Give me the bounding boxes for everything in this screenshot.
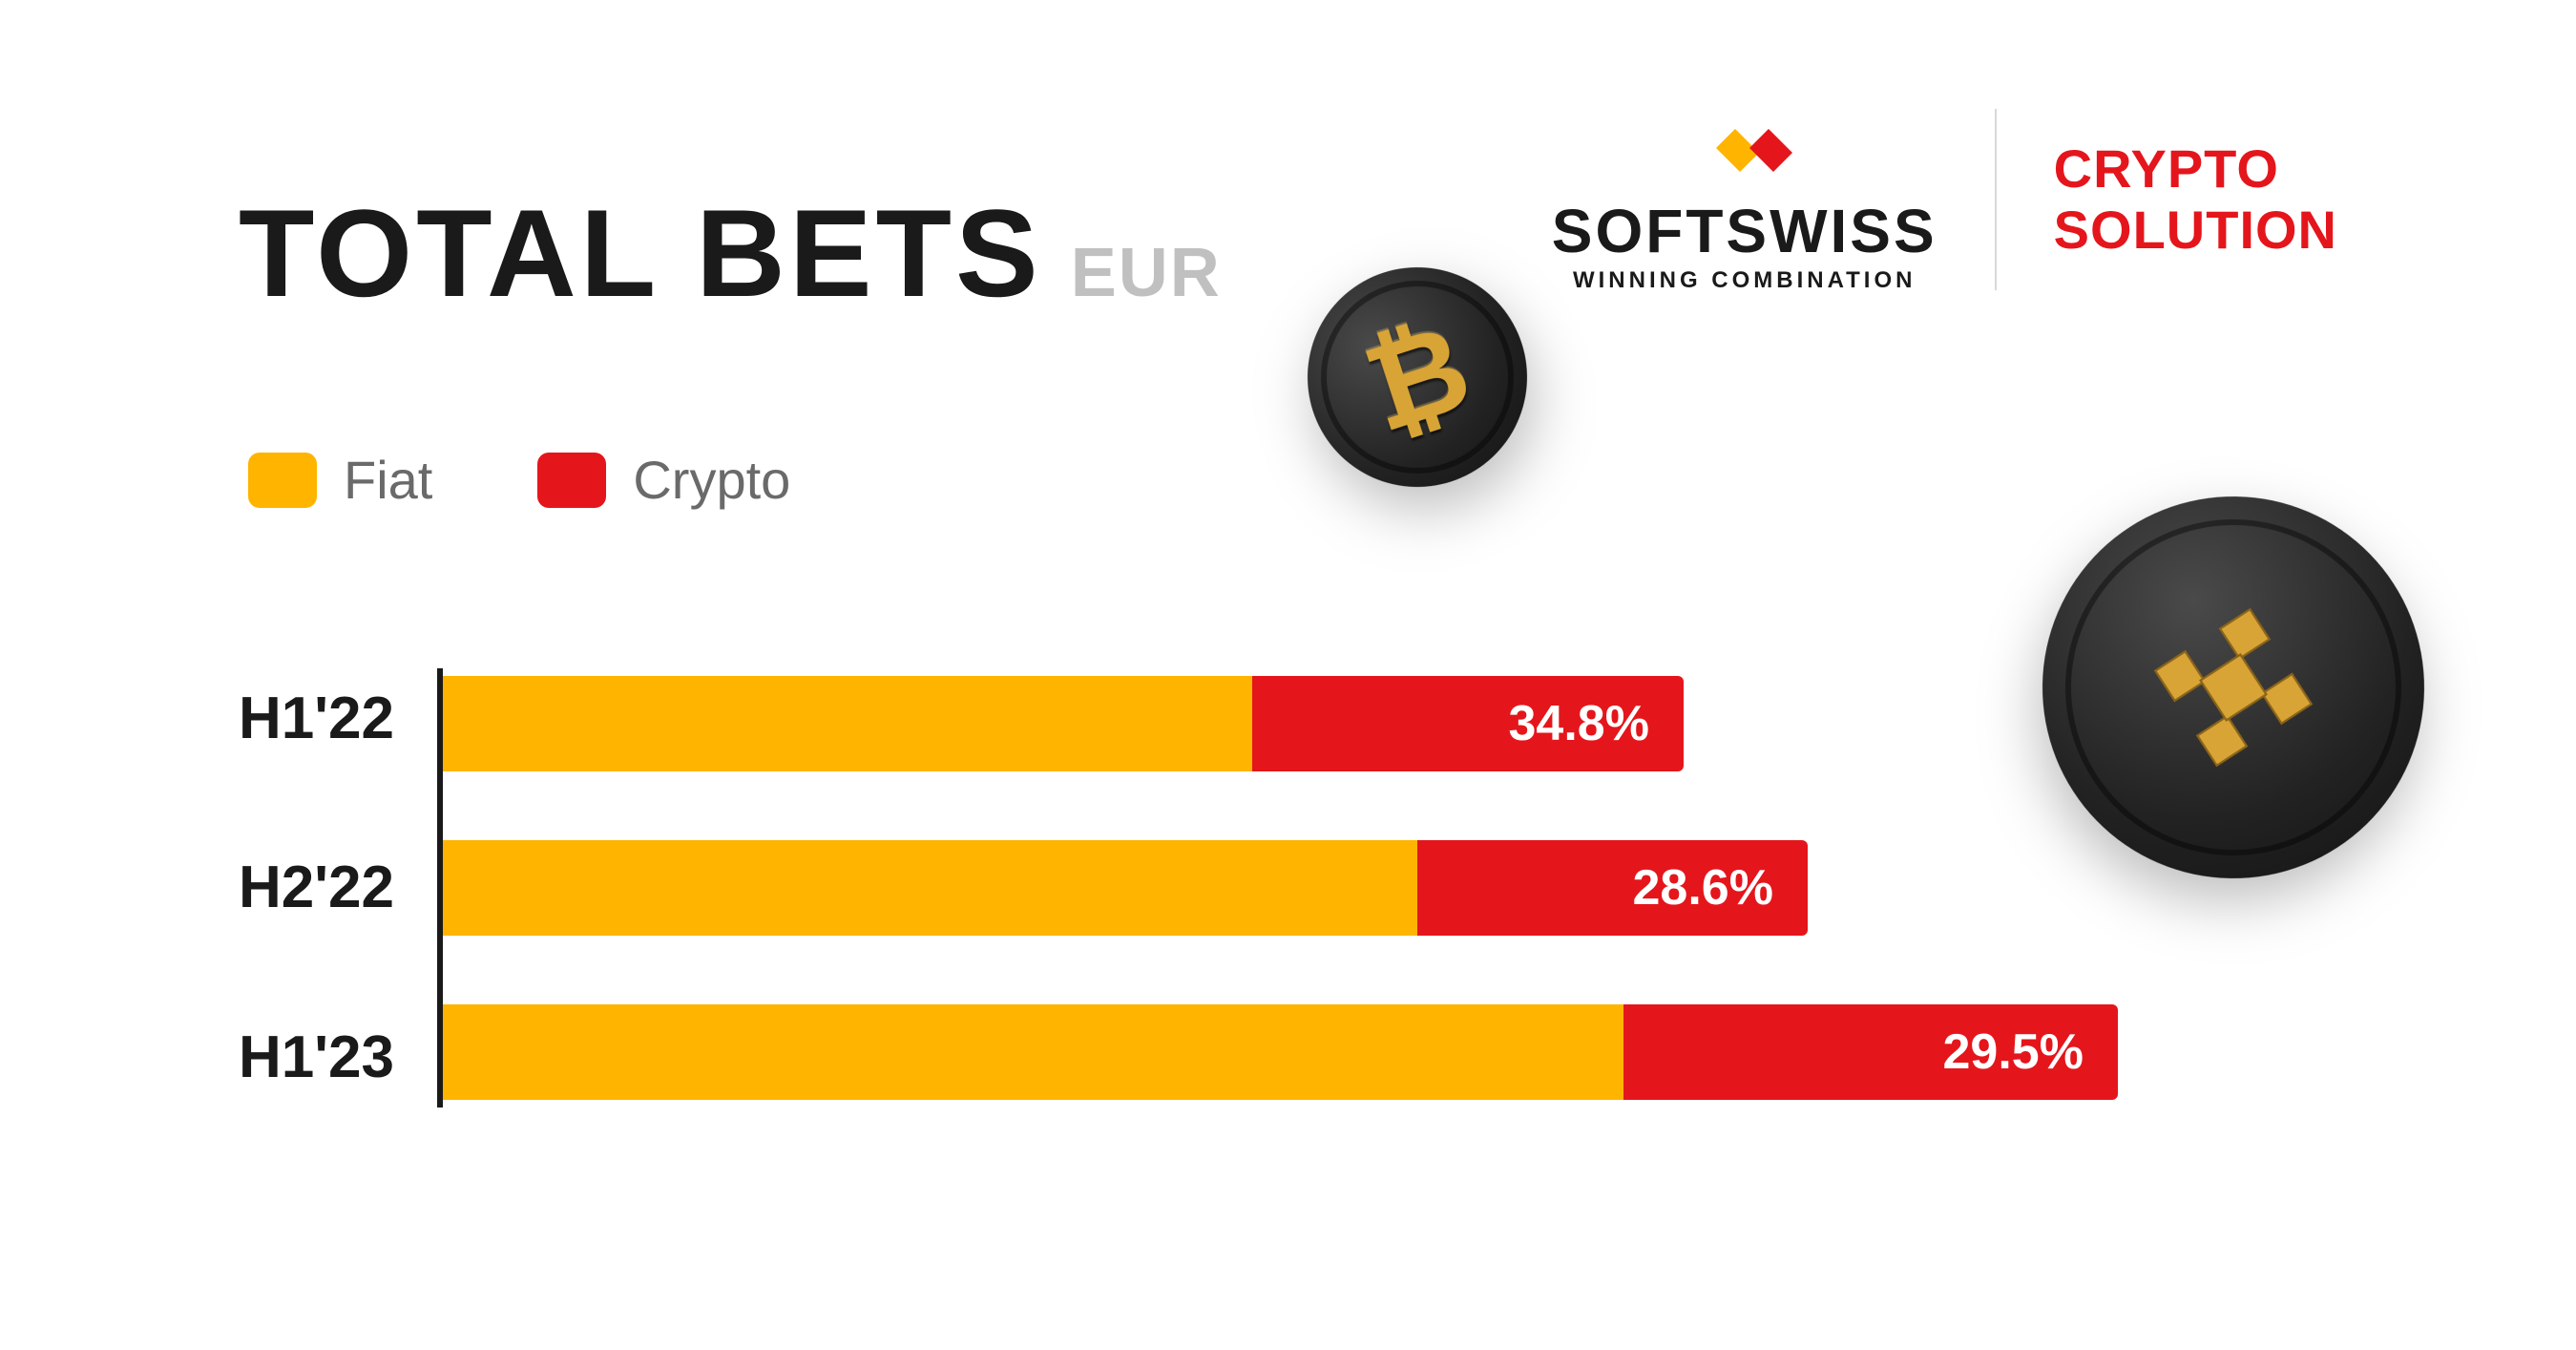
chart: H1'22 H2'22 H1'23 34.8% 28.6% 29.5% xyxy=(239,668,2118,1107)
chart-bar: 28.6% xyxy=(443,840,2118,936)
chart-row-label: H2'22 xyxy=(239,840,394,936)
bar-value-label: 34.8% xyxy=(1509,695,1649,752)
page-title: TOTAL BETS EUR xyxy=(239,181,1222,325)
chart-row-label: H1'22 xyxy=(239,671,394,767)
legend-swatch xyxy=(537,453,606,508)
chart-bar: 34.8% xyxy=(443,676,2118,771)
brand-right-line1: CRYPTO xyxy=(2054,138,2337,200)
bar-segment-fiat xyxy=(443,840,1417,936)
title-main: TOTAL BETS xyxy=(239,181,1042,325)
brand-divider xyxy=(1995,109,1997,290)
bar-segment-crypto: 34.8% xyxy=(1252,676,1684,771)
bnb-coin-icon xyxy=(2007,461,2460,914)
bar-value-label: 28.6% xyxy=(1633,859,1773,917)
brand-left: SOFTSWISS WINNING COMBINATION xyxy=(1552,105,1937,294)
chart-bars: 34.8% 28.6% 29.5% xyxy=(443,668,2118,1107)
chart-bar: 29.5% xyxy=(443,1004,2118,1100)
bar-value-label: 29.5% xyxy=(1943,1023,2084,1081)
brand-tagline: WINNING COMBINATION xyxy=(1552,267,1937,294)
bar-segment-crypto: 29.5% xyxy=(1623,1004,2118,1100)
brand-right: CRYPTO SOLUTION xyxy=(2054,138,2337,262)
brand-block: SOFTSWISS WINNING COMBINATION CRYPTO SOL… xyxy=(1552,105,2337,294)
bar-segment-fiat xyxy=(443,1004,1623,1100)
legend-swatch xyxy=(248,453,317,508)
bar-segment-crypto: 28.6% xyxy=(1417,840,1808,936)
brand-logo-icon xyxy=(1552,105,1937,191)
bitcoin-coin-icon: ₿ xyxy=(1279,239,1556,516)
legend-label: Crypto xyxy=(633,449,790,511)
legend-label: Fiat xyxy=(344,449,432,511)
legend: Fiat Crypto xyxy=(248,449,790,511)
title-sub: EUR xyxy=(1071,234,1222,312)
chart-ylabels: H1'22 H2'22 H1'23 xyxy=(239,668,437,1107)
legend-item: Fiat xyxy=(248,449,432,511)
bar-segment-fiat xyxy=(443,676,1252,771)
brand-right-line2: SOLUTION xyxy=(2054,200,2337,261)
chart-row-label: H1'23 xyxy=(239,1009,394,1105)
legend-item: Crypto xyxy=(537,449,790,511)
brand-name: SOFTSWISS xyxy=(1552,200,1937,262)
